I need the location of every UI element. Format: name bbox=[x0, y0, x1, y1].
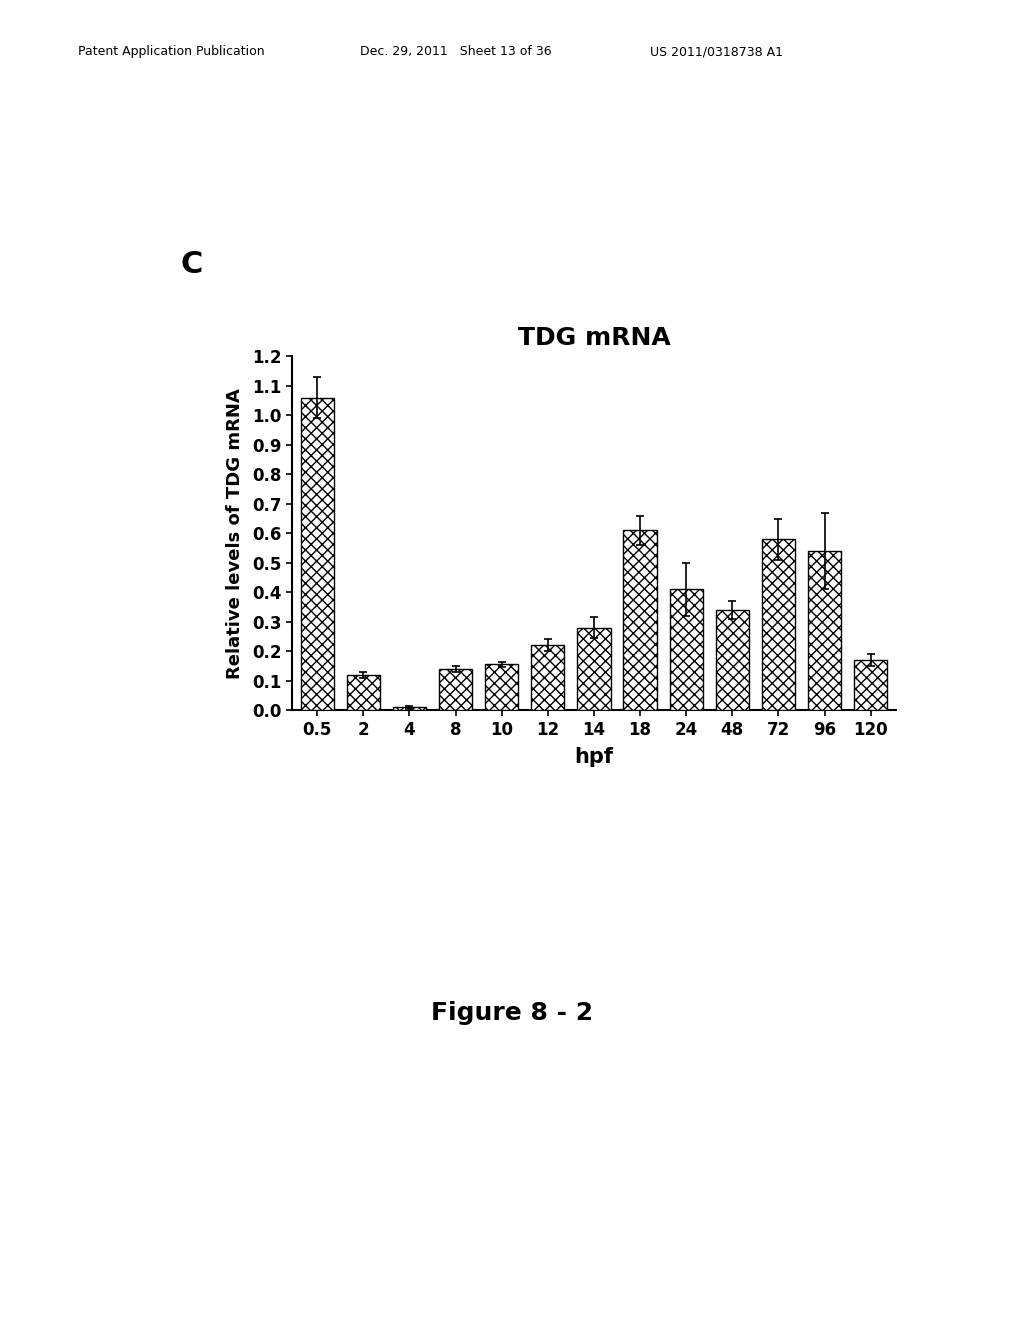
Bar bbox=[439, 669, 472, 710]
Text: Dec. 29, 2011   Sheet 13 of 36: Dec. 29, 2011 Sheet 13 of 36 bbox=[360, 45, 552, 58]
Bar bbox=[762, 539, 795, 710]
Y-axis label: Relative levels of TDG mRNA: Relative levels of TDG mRNA bbox=[225, 388, 244, 678]
Bar bbox=[485, 664, 518, 710]
X-axis label: hpf: hpf bbox=[574, 747, 613, 767]
Bar bbox=[347, 675, 380, 710]
Text: Patent Application Publication: Patent Application Publication bbox=[78, 45, 264, 58]
Bar bbox=[808, 550, 841, 710]
Title: TDG mRNA: TDG mRNA bbox=[517, 326, 671, 350]
Bar bbox=[624, 531, 656, 710]
Bar bbox=[670, 589, 702, 710]
Bar bbox=[578, 627, 610, 710]
Text: Figure 8 - 2: Figure 8 - 2 bbox=[431, 1002, 593, 1026]
Bar bbox=[854, 660, 887, 710]
Text: C: C bbox=[180, 251, 203, 280]
Text: US 2011/0318738 A1: US 2011/0318738 A1 bbox=[650, 45, 783, 58]
Bar bbox=[716, 610, 749, 710]
Bar bbox=[301, 397, 334, 710]
Bar bbox=[531, 645, 564, 710]
Bar bbox=[393, 708, 426, 710]
